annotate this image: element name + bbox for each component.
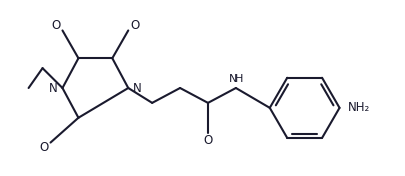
Text: O: O — [130, 19, 140, 32]
Text: O: O — [51, 19, 60, 32]
Text: N: N — [133, 81, 142, 95]
Text: O: O — [203, 134, 213, 147]
Text: O: O — [39, 141, 48, 154]
Text: H: H — [234, 74, 243, 84]
Text: N: N — [229, 74, 237, 84]
Text: N: N — [49, 81, 58, 95]
Text: NH₂: NH₂ — [347, 101, 370, 114]
